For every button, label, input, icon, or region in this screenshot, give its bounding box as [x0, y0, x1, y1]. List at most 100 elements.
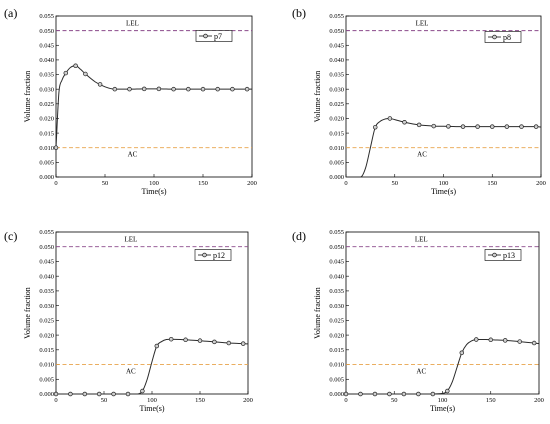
y-tick-label: 0.005: [329, 160, 344, 167]
data-point: [474, 337, 479, 342]
y-tick-label: 0.040: [39, 57, 54, 64]
legend-label: p8: [503, 33, 511, 42]
y-tick-label: 0.005: [39, 160, 54, 167]
data-point: [533, 124, 539, 129]
x-axis-title: Time(s): [139, 404, 164, 413]
data-point: [63, 70, 69, 76]
x-tick-label: 50: [102, 180, 109, 187]
data-point: [127, 86, 132, 92]
legend-box: [484, 31, 522, 43]
y-tick-label: 0.000: [39, 391, 54, 398]
y-tick-label: 0.015: [39, 130, 54, 137]
reference-label-ac: AC: [126, 368, 136, 376]
data-point: [168, 336, 174, 342]
y-tick-label: 0.040: [39, 273, 54, 280]
data-point: [68, 391, 73, 397]
y-tick-label: 0.000: [329, 391, 344, 398]
reference-label-ac: AC: [416, 368, 426, 376]
data-point: [82, 391, 88, 397]
legend-swatch-marker: [202, 252, 207, 258]
data-point: [215, 86, 220, 92]
y-tick-label: 0.030: [39, 303, 54, 310]
panel-label: (a): [4, 6, 17, 20]
y-tick-label: 0.030: [329, 303, 344, 310]
y-tick-label: 0.015: [329, 130, 344, 137]
data-point: [125, 391, 131, 397]
data-point: [387, 116, 393, 121]
legend-swatch-marker: [203, 33, 208, 39]
x-tick-label: 200: [247, 180, 257, 187]
chart-panel-1: (a) 0.000 0.005 0.010 0.015 0.020 0.025 0.030 0.…: [4, 6, 257, 196]
y-tick-label: 0.025: [329, 101, 344, 108]
x-tick-label: 50: [392, 180, 399, 187]
data-point: [212, 339, 217, 345]
y-axis-title: Volume fraction: [313, 287, 322, 339]
x-tick-label: 50: [391, 397, 398, 404]
legend-label: p12: [213, 251, 225, 260]
data-point: [358, 391, 363, 397]
y-tick-label: 0.025: [39, 101, 54, 108]
x-tick-label: 0: [54, 397, 57, 404]
data-point: [387, 391, 392, 397]
y-axis-title: Volume fraction: [23, 71, 32, 123]
x-tick-label: 150: [195, 397, 205, 404]
data-point: [97, 82, 103, 87]
x-tick-label: 100: [147, 397, 157, 404]
legend-swatch-marker: [492, 252, 497, 258]
data-point: [446, 124, 451, 129]
data-point: [402, 120, 407, 125]
y-tick-label: 0.035: [329, 72, 344, 79]
y-tick-label: 0.045: [329, 259, 344, 266]
data-point: [431, 123, 437, 129]
data-point: [460, 124, 466, 129]
data-point: [490, 124, 495, 129]
x-tick-label: 100: [149, 180, 159, 187]
data-point: [230, 86, 235, 92]
x-tick-label: 150: [487, 180, 497, 187]
data-point: [226, 340, 232, 346]
y-tick-label: 0.050: [329, 244, 344, 251]
data-point: [183, 337, 188, 343]
x-tick-label: 0: [54, 180, 57, 187]
x-axis-title: Time(s): [141, 187, 166, 196]
y-tick-label: 0.035: [39, 288, 54, 295]
y-tick-label: 0.010: [39, 362, 54, 369]
y-tick-label: 0.020: [39, 332, 54, 339]
legend-label: p13: [503, 251, 515, 260]
data-point: [475, 124, 480, 129]
y-tick-label: 0.025: [39, 318, 54, 325]
y-tick-label: 0.055: [329, 229, 344, 236]
y-tick-label: 0.020: [329, 116, 344, 123]
data-point: [141, 86, 147, 92]
y-tick-label: 0.050: [39, 28, 54, 35]
y-tick-label: 0.045: [329, 42, 344, 49]
y-tick-label: 0.050: [39, 244, 54, 251]
y-tick-label: 0.000: [39, 174, 54, 181]
x-tick-label: 100: [438, 397, 448, 404]
data-point: [343, 391, 349, 397]
series-line: [346, 339, 540, 395]
data-point: [531, 340, 537, 346]
data-point: [140, 388, 145, 394]
y-tick-label: 0.035: [39, 72, 54, 79]
y-tick-label: 0.015: [39, 347, 54, 354]
y-tick-label: 0.035: [329, 288, 344, 295]
data-point: [156, 86, 162, 92]
y-tick-label: 0.040: [329, 273, 344, 280]
y-tick-label: 0.015: [329, 347, 344, 354]
reference-label-ac: AC: [128, 151, 138, 159]
x-tick-label: 50: [101, 397, 108, 404]
data-point: [171, 86, 176, 92]
data-point: [154, 343, 160, 349]
panel-label: (b): [292, 6, 306, 20]
x-axis-title: Time(s): [430, 404, 455, 413]
legend-label: p7: [214, 32, 222, 41]
data-point: [186, 86, 191, 92]
legend-box: [194, 249, 232, 261]
data-point: [111, 391, 116, 397]
data-point: [240, 341, 246, 346]
data-point: [200, 86, 206, 92]
y-tick-label: 0.030: [39, 86, 54, 93]
data-point: [244, 86, 250, 92]
